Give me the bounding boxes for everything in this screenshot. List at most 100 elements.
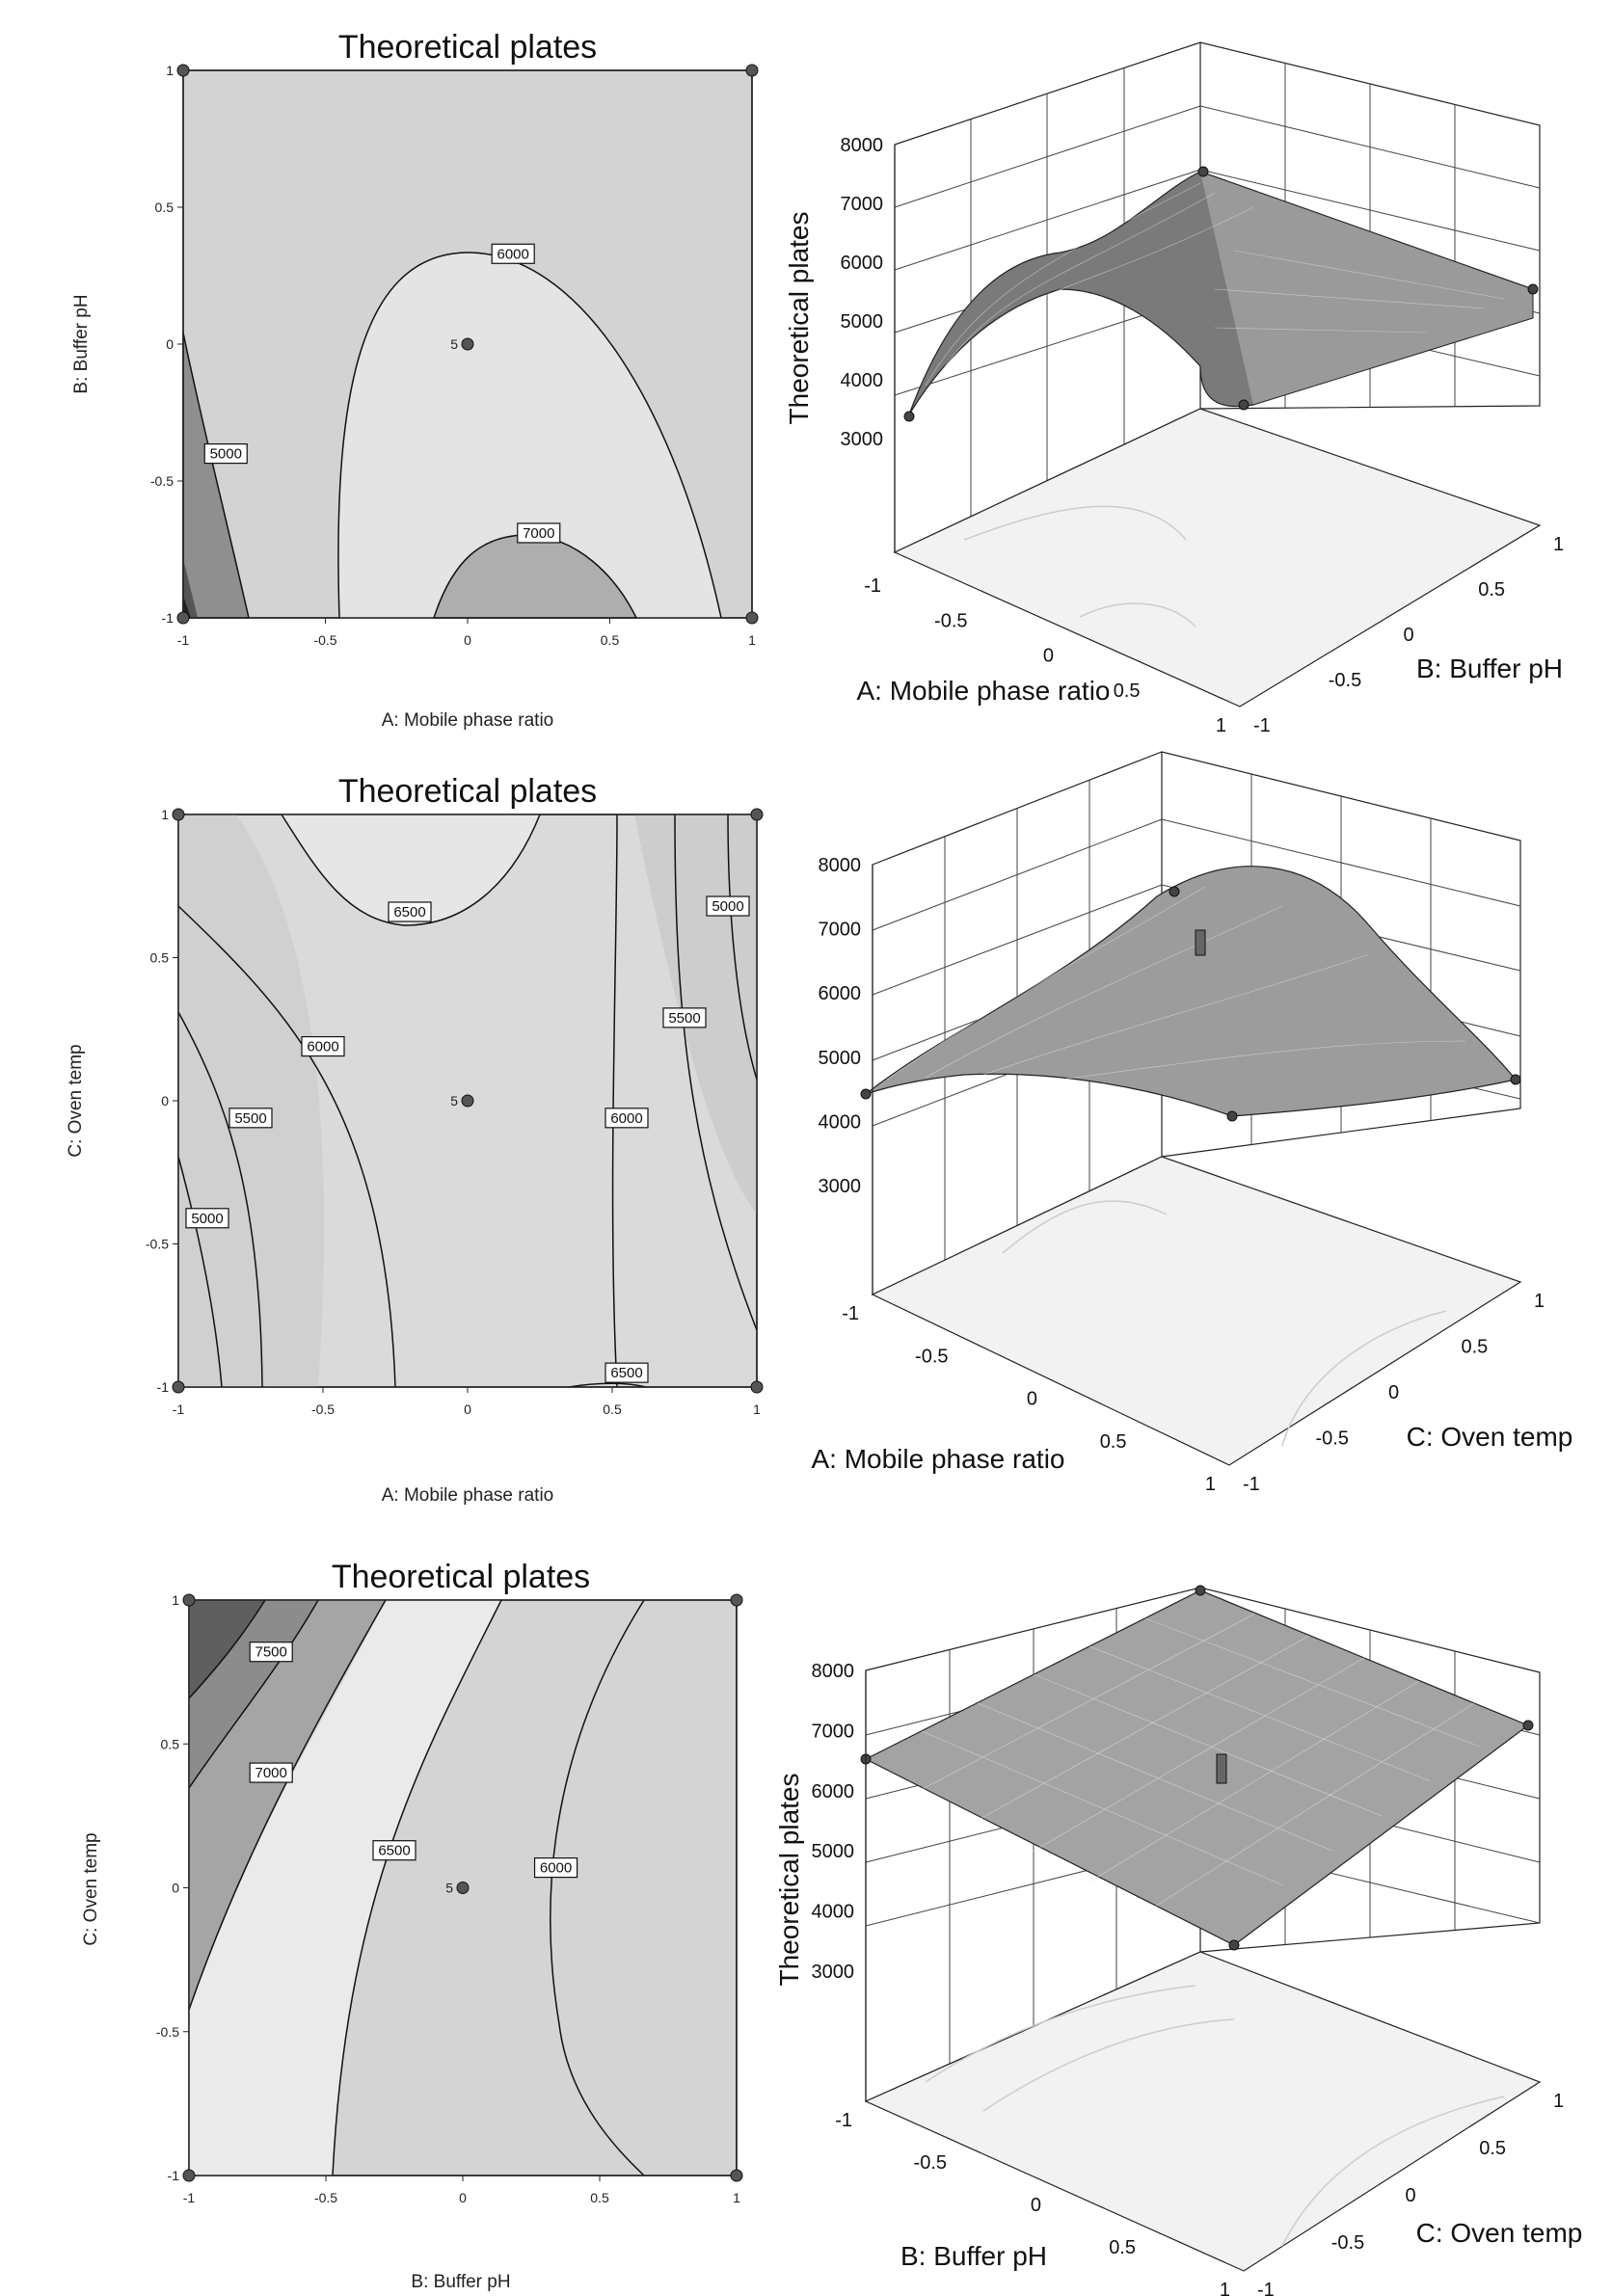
- contour-bc-ylabel: C: Oven temp: [81, 1832, 101, 1945]
- y-tick-label: 0.5: [150, 950, 170, 966]
- surface-ab-zlabel: Theoretical plates: [784, 211, 814, 424]
- contour-label: 6500: [610, 1365, 642, 1381]
- x-tick-label: 0: [1027, 1389, 1037, 1410]
- y-tick-label: -0.5: [1329, 670, 1361, 691]
- y-tick-label: 1: [172, 1592, 179, 1608]
- y-tick-label: -1: [168, 2168, 180, 2183]
- contour-label-box: [301, 1035, 345, 1057]
- y-tick-label: 1: [1534, 1291, 1545, 1312]
- contour-label: 6000: [540, 1860, 572, 1877]
- surface-bc-xticks: -1 -0.5 0 0.5 1: [835, 2110, 1230, 2296]
- surface-ab-ylabel: B: Buffer pH: [1416, 654, 1563, 683]
- x-tick-label: -0.5: [915, 1346, 948, 1367]
- y-tick-label: 0: [172, 1881, 179, 1896]
- y-tick-label: -1: [1257, 2280, 1275, 2296]
- y-tick-label: 1: [1553, 534, 1564, 555]
- contour-label: 6000: [307, 1039, 338, 1055]
- design-point: [745, 611, 759, 625]
- x-tick-label: 0.5: [1114, 681, 1141, 702]
- contour-ac-title: Theoretical plates: [338, 773, 597, 810]
- contour-label: 7000: [255, 1765, 287, 1781]
- x-tick-label: -0.5: [914, 2152, 947, 2174]
- z-tick-label: 6000: [819, 983, 862, 1004]
- contour-plot-bc: Theoretical plates B: Buffer pH C: Oven …: [81, 1559, 743, 2292]
- surface-ab-xticks: -1 -0.5 0 0.5 1: [864, 575, 1226, 736]
- x-tick-label: -1: [835, 2110, 852, 2131]
- y-tick-label: 0.5: [1462, 1337, 1489, 1358]
- z-tick-label: 8000: [841, 135, 884, 156]
- y-tick-label: -0.5: [150, 473, 174, 489]
- x-tick-label: 0.5: [601, 632, 620, 648]
- y-tick-label: 0.5: [1479, 2138, 1506, 2159]
- y-tick-label: 0: [1404, 625, 1414, 646]
- contour-ab-title: Theoretical plates: [338, 29, 597, 66]
- z-tick-label: 7000: [841, 194, 884, 215]
- surface-bc-yticks: -1 -0.5 0 0.5 1: [1257, 2091, 1564, 2296]
- contour-label-box: [662, 1007, 707, 1028]
- contour-plot-ab: Theoretical plates A: Mobile phase ratio…: [71, 29, 759, 731]
- x-tick-label: 0: [1043, 646, 1054, 667]
- x-tick-label: 1: [748, 632, 756, 648]
- design-point: [461, 1094, 474, 1108]
- x-tick-label: -0.5: [314, 2190, 337, 2205]
- contour-label: 7000: [523, 525, 554, 542]
- x-tick-label: 0.5: [1100, 1431, 1127, 1453]
- contour-ac-contour-labels: 6500 5000 5500 6000 5500 6000 5000 6500: [185, 895, 750, 1383]
- y-tick-label: -1: [162, 610, 175, 626]
- y-tick-label: 1: [1553, 2091, 1564, 2112]
- design-point: [456, 1882, 470, 1894]
- x-tick-label: -0.5: [311, 1402, 335, 1417]
- contour-label-box: [491, 243, 535, 264]
- x-tick-label: -0.5: [934, 610, 967, 631]
- contour-ab-ylabel: B: Buffer pH: [71, 294, 92, 393]
- contour-label: 6500: [378, 1843, 410, 1859]
- design-point: [750, 808, 764, 821]
- contour-label: 6000: [497, 246, 529, 262]
- x-tick-label: 0.5: [590, 2190, 609, 2205]
- contour-label: 6000: [610, 1110, 642, 1127]
- z-tick-label: 7000: [812, 1721, 855, 1742]
- x-tick-label: -1: [183, 2190, 196, 2205]
- contour-bc-contour-labels: 7500 7000 6500 6000: [249, 1642, 578, 1879]
- surface-ac-ylabel: C: Oven temp: [1407, 1422, 1573, 1452]
- x-tick-label: -1: [173, 1402, 185, 1417]
- y-tick-label: -1: [1253, 715, 1271, 736]
- surface-ac-xlabel: A: Mobile phase ratio: [811, 1444, 1064, 1474]
- z-tick-label: 5000: [841, 311, 884, 333]
- contour-label: 7500: [255, 1644, 287, 1661]
- surface-bc-ylabel: C: Oven temp: [1416, 2218, 1583, 2248]
- y-tick-label: -1: [1243, 1474, 1260, 1495]
- surface-ac-xticks: -1 -0.5 0 0.5 1: [842, 1303, 1216, 1495]
- contour-label-box: [372, 1840, 416, 1861]
- z-tick-label: 4000: [841, 370, 884, 391]
- contour-label: 5000: [712, 898, 743, 915]
- z-tick-label: 5000: [812, 1841, 855, 1862]
- design-point: [730, 2169, 743, 2182]
- contour-label: 6500: [393, 904, 425, 921]
- z-tick-label: 6000: [841, 253, 884, 274]
- design-point: [745, 64, 759, 77]
- contour-label-box: [249, 1642, 293, 1663]
- center-point-label: 5: [450, 336, 458, 352]
- contour-bc-design-points: 5: [182, 1593, 743, 2182]
- y-tick-label: 1: [166, 63, 174, 78]
- x-tick-label: 0: [459, 2190, 467, 2205]
- contour-label: 5500: [668, 1010, 700, 1027]
- contour-ab-design-points: 5: [176, 64, 759, 625]
- x-tick-label: -1: [177, 632, 190, 648]
- y-tick-label: -0.5: [1331, 2232, 1364, 2254]
- contour-label-box: [604, 1108, 649, 1129]
- design-point: [730, 1593, 743, 1607]
- x-tick-label: 0: [1031, 2195, 1041, 2216]
- y-tick-label: 0: [166, 336, 174, 352]
- contour-bc-title: Theoretical plates: [332, 1559, 590, 1595]
- x-tick-label: -1: [842, 1303, 859, 1324]
- surface-bc-xlabel: B: Buffer pH: [900, 2241, 1047, 2271]
- contour-ac-ticks: -1-1 -0.5 -0.5 0 0 0.5 0.5 1 1: [146, 807, 761, 1417]
- y-tick-label: 0.5: [1478, 579, 1505, 601]
- z-tick-label: 3000: [841, 429, 884, 450]
